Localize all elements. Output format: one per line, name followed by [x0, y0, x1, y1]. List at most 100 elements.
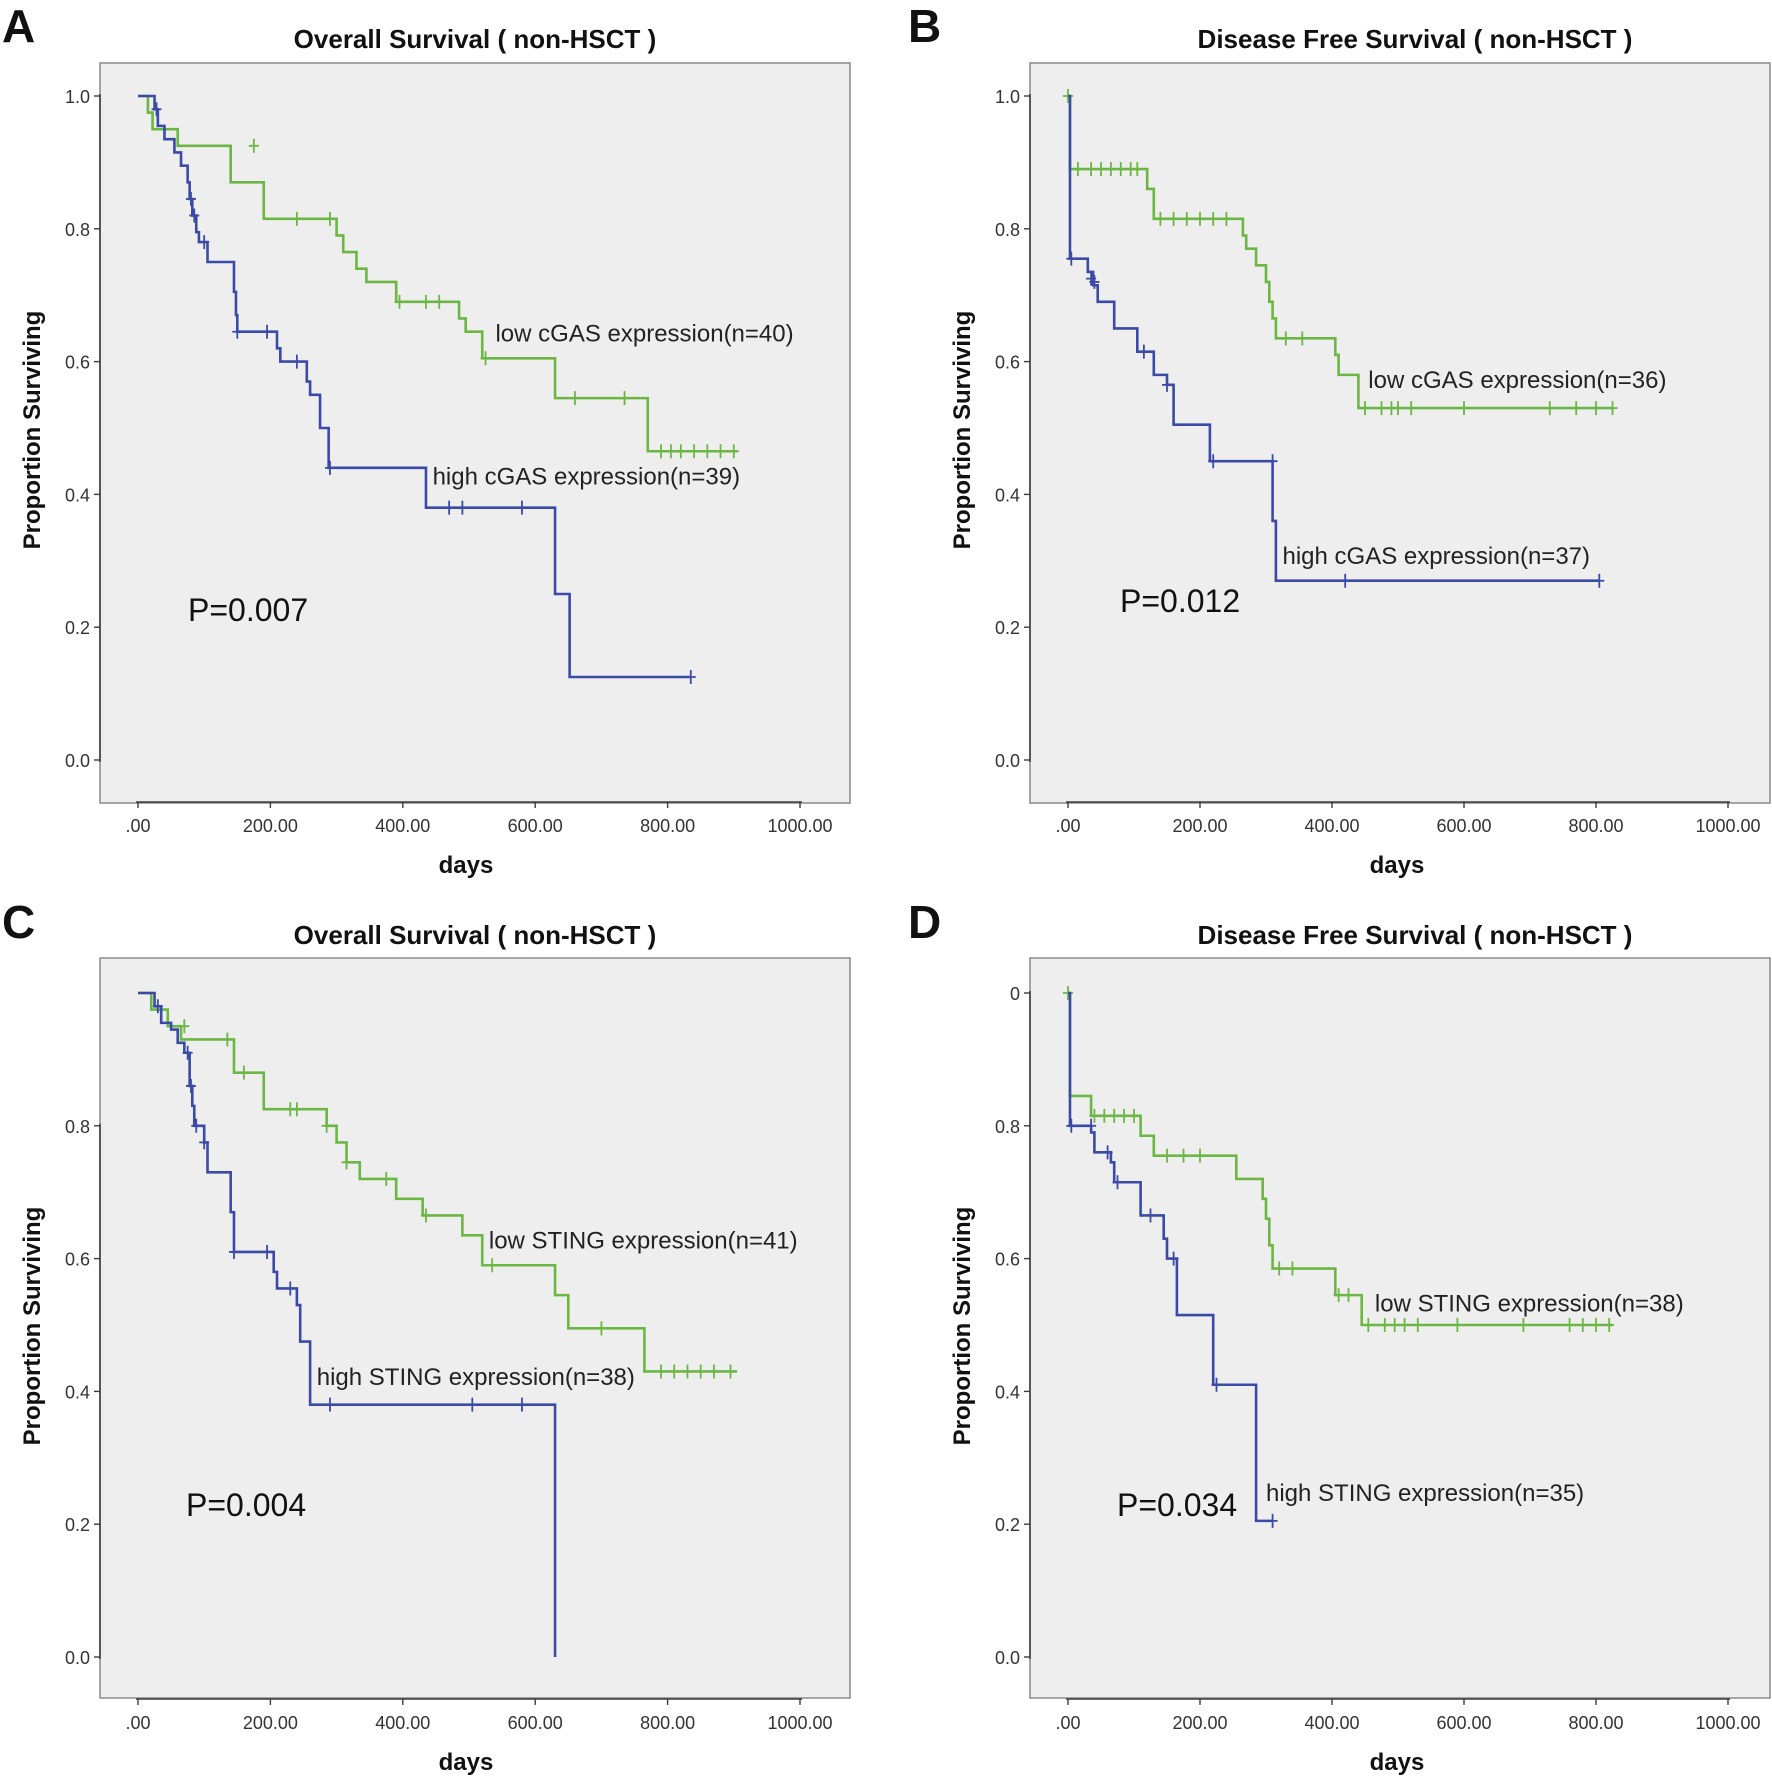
- x-tick-label: 400.00: [1304, 816, 1359, 836]
- censor-mark-low: [1099, 1108, 1110, 1123]
- censor-mark-low: [434, 294, 445, 309]
- p-value-b: P=0.012: [1120, 583, 1240, 619]
- censor-mark-high: [182, 1045, 193, 1060]
- y-tick-label: 0.8: [65, 1117, 90, 1137]
- y-tick-label: 0.4: [995, 485, 1020, 505]
- censor-mark-low: [1195, 1148, 1205, 1163]
- x-tick-label: 200.00: [243, 1713, 298, 1733]
- panel-c: C Overall Survival ( non-HSCT ) 0.00.20.…: [2, 896, 851, 1776]
- y-tick-label: 0.2: [995, 1515, 1020, 1535]
- censor-mark-high: [1594, 573, 1605, 588]
- censor-mark-low: [1518, 1318, 1529, 1332]
- series-label-high-a: high cGAS expression(n=39): [433, 463, 740, 490]
- y-tick-label: 0.4: [65, 1382, 90, 1402]
- y-axis-a: 0.0 0.2 0.4 0.6 0.8 1.0: [65, 87, 101, 771]
- x-tick-label: 200.00: [243, 816, 298, 836]
- series-high-c: [138, 991, 557, 1657]
- y-tick-label: 0.6: [995, 353, 1020, 373]
- censor-mark-low: [248, 138, 259, 153]
- censor-mark-low: [669, 1364, 680, 1379]
- km-curve-high: [138, 94, 691, 679]
- x-tick-label: .00: [1055, 1713, 1080, 1733]
- series-label-low-c: low STING expression(n=41): [489, 1228, 798, 1255]
- x-tick-label: 200.00: [1172, 1713, 1227, 1733]
- censor-mark-high: [1145, 1208, 1156, 1223]
- panel-b: B Disease Free Survival ( non-HSCT ) 0.0…: [908, 0, 1771, 879]
- censor-mark-low: [1389, 1318, 1400, 1332]
- censor-mark-low: [1109, 1108, 1120, 1123]
- censor-mark-high: [324, 460, 335, 475]
- censor-mark-low: [1132, 162, 1143, 177]
- censor-mark-high: [232, 324, 243, 339]
- series-low-d: [1063, 986, 1615, 1332]
- km-curve-low: [1068, 991, 1613, 1327]
- censor-mark-low: [596, 1321, 607, 1336]
- chart-title-b: Disease Free Survival ( non-HSCT ): [1198, 24, 1633, 54]
- x-tick-label: 1000.00: [1695, 816, 1760, 836]
- y-tick-label: 0.8: [65, 220, 90, 240]
- censor-mark-low: [1115, 162, 1126, 177]
- censor-mark-low: [1406, 401, 1417, 416]
- censor-mark-low: [1086, 162, 1097, 177]
- chart-title-d: Disease Free Survival ( non-HSCT ): [1198, 920, 1633, 950]
- censor-mark-low: [179, 1019, 190, 1034]
- chart-title-c: Overall Survival ( non-HSCT ): [294, 920, 657, 950]
- y-tick-label: 0.6: [65, 353, 90, 373]
- y-tick-label: 0: [1010, 984, 1020, 1004]
- series-low-b: [1063, 89, 1618, 416]
- censor-mark-high: [516, 500, 527, 515]
- censor-mark-low: [708, 1364, 719, 1379]
- censor-mark-low: [1162, 1148, 1172, 1163]
- x-axis-label-c: days: [439, 1749, 494, 1776]
- chart-title-a: Overall Survival ( non-HSCT ): [294, 24, 657, 54]
- x-tick-label: 600.00: [1436, 1713, 1491, 1733]
- censor-mark-low: [1360, 401, 1370, 416]
- censor-mark-high: [262, 324, 273, 339]
- y-tick-label: 1.0: [995, 87, 1020, 107]
- censor-mark-low: [291, 211, 302, 226]
- censor-mark-high: [1267, 1513, 1278, 1528]
- censor-mark-high: [1162, 377, 1172, 392]
- y-axis-label-c: Proportion Surviving: [19, 1207, 46, 1446]
- y-axis-label-a: Proportion Surviving: [19, 311, 46, 550]
- censor-mark-low: [569, 391, 580, 406]
- censor-mark-low: [1363, 1318, 1374, 1332]
- x-axis-a: .00 200.00 400.00 600.00 800.00 1000.00: [125, 801, 833, 836]
- censor-mark-low: [222, 1032, 233, 1047]
- panel-a: A Overall Survival ( non-HSCT ) 0.00.20.…: [2, 0, 851, 879]
- censor-mark-low: [1591, 401, 1601, 416]
- x-tick-label: 600.00: [508, 816, 563, 836]
- km-curve-low: [138, 991, 738, 1373]
- y-tick-label: 0.2: [995, 618, 1020, 638]
- censor-mark-high: [152, 999, 163, 1014]
- x-tick-label: 800.00: [1568, 816, 1623, 836]
- censor-mark-high: [199, 235, 210, 250]
- plot-area-b: [1029, 62, 1771, 804]
- censor-mark-low: [619, 391, 630, 406]
- censor-mark-low: [1178, 1148, 1189, 1163]
- censor-mark-low: [1297, 331, 1308, 346]
- x-tick-label: 600.00: [1436, 816, 1491, 836]
- censor-mark-low: [1571, 401, 1582, 416]
- censor-mark-low: [1376, 401, 1387, 416]
- y-tick-label: 0.8: [995, 220, 1020, 240]
- censor-mark-high: [1267, 454, 1278, 469]
- censor-mark-high: [185, 1078, 196, 1093]
- censor-mark-low: [1089, 1108, 1100, 1123]
- censor-mark-low: [715, 444, 726, 459]
- y-axis-b: 0.0 0.2 0.4 0.6 0.8 1.0: [995, 87, 1031, 771]
- censor-mark-low: [695, 1364, 706, 1379]
- censor-mark-low: [1096, 162, 1106, 177]
- censor-mark-low: [291, 1102, 302, 1117]
- y-axis-c: 0.0 0.2 0.4 0.6 0.8: [65, 1117, 101, 1668]
- censor-mark-low: [682, 1364, 693, 1379]
- x-axis-b: .00 200.00 400.00 600.00 800.00 1000.00: [1055, 801, 1761, 836]
- p-value-d: P=0.034: [1117, 1487, 1237, 1523]
- censor-mark-high: [185, 191, 196, 206]
- censor-mark-low: [341, 1155, 352, 1170]
- series-low-c: [138, 991, 738, 1379]
- censor-mark-low: [480, 351, 491, 366]
- x-axis-label-d: days: [1370, 1749, 1425, 1776]
- censor-mark-high: [1086, 1118, 1097, 1133]
- censor-mark-low: [1155, 211, 1166, 226]
